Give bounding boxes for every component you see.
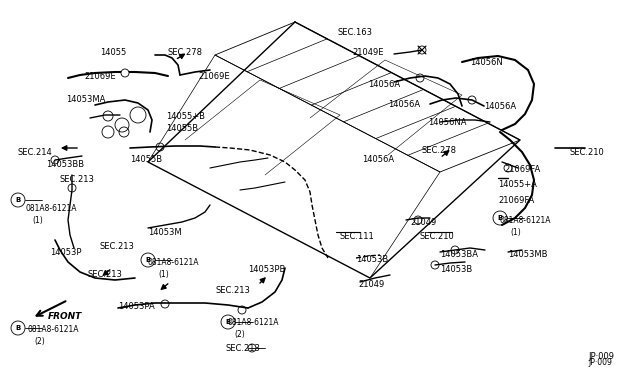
Text: 14056A: 14056A [484, 102, 516, 111]
Text: B: B [15, 325, 20, 331]
Text: 14053MB: 14053MB [508, 250, 547, 259]
Text: 14053PB: 14053PB [248, 265, 285, 274]
Text: SEC.210: SEC.210 [420, 232, 455, 241]
Text: B: B [497, 215, 502, 221]
Text: 14053PA: 14053PA [118, 302, 155, 311]
Text: 14053BA: 14053BA [440, 250, 478, 259]
Circle shape [121, 69, 129, 77]
Text: SEC.213: SEC.213 [215, 286, 250, 295]
Text: 14053BB: 14053BB [46, 160, 84, 169]
Text: 14053B: 14053B [356, 255, 388, 264]
Text: SEC.278: SEC.278 [167, 48, 202, 57]
Text: 14055+A: 14055+A [498, 180, 537, 189]
Text: 21069FA: 21069FA [504, 165, 540, 174]
Text: 14055B: 14055B [130, 155, 162, 164]
Text: B: B [145, 257, 150, 263]
Text: 21049: 21049 [358, 280, 384, 289]
Text: 21049: 21049 [410, 218, 436, 227]
Text: SEC.278: SEC.278 [422, 146, 457, 155]
Text: 14056A: 14056A [368, 80, 400, 89]
Text: B: B [225, 319, 230, 325]
Text: SEC.213: SEC.213 [60, 175, 95, 184]
Text: 14055: 14055 [100, 48, 126, 57]
Text: 14053P: 14053P [50, 248, 81, 257]
Text: (2): (2) [34, 337, 45, 346]
Text: SEC.163: SEC.163 [338, 28, 373, 37]
Text: 14056N: 14056N [470, 58, 503, 67]
Text: 21049E: 21049E [352, 48, 383, 57]
Text: 14053B: 14053B [440, 265, 472, 274]
Text: 14056NA: 14056NA [428, 118, 467, 127]
Text: (1): (1) [158, 270, 169, 279]
Text: JP·009: JP·009 [588, 358, 612, 367]
Text: SEC.111: SEC.111 [340, 232, 375, 241]
Text: 081A8-6121A: 081A8-6121A [500, 216, 552, 225]
Text: SEC.213: SEC.213 [226, 344, 261, 353]
Text: 14053MA: 14053MA [66, 95, 106, 104]
Text: 14056A: 14056A [388, 100, 420, 109]
Text: (1): (1) [510, 228, 521, 237]
Text: 21069E: 21069E [84, 72, 116, 81]
Text: 21069FA: 21069FA [498, 196, 534, 205]
Text: 081A8-6121A: 081A8-6121A [228, 318, 280, 327]
Text: SEC.210: SEC.210 [570, 148, 605, 157]
Text: 14055B: 14055B [166, 124, 198, 133]
Text: FRONT: FRONT [48, 312, 83, 321]
Text: (1): (1) [32, 216, 43, 225]
Text: JP·009: JP·009 [588, 352, 614, 361]
Text: SEC.213: SEC.213 [88, 270, 123, 279]
Text: 081A8-6121A: 081A8-6121A [148, 258, 200, 267]
Text: SEC.213: SEC.213 [100, 242, 135, 251]
Text: B: B [15, 197, 20, 203]
Text: 21069E: 21069E [198, 72, 230, 81]
Text: SEC.214: SEC.214 [18, 148, 52, 157]
Text: 14055+B: 14055+B [166, 112, 205, 121]
Text: 14056A: 14056A [362, 155, 394, 164]
Text: 081A8-6121A: 081A8-6121A [28, 325, 79, 334]
Text: (2): (2) [234, 330, 244, 339]
Text: 14053M: 14053M [148, 228, 182, 237]
Text: 081A8-6121A: 081A8-6121A [26, 204, 77, 213]
